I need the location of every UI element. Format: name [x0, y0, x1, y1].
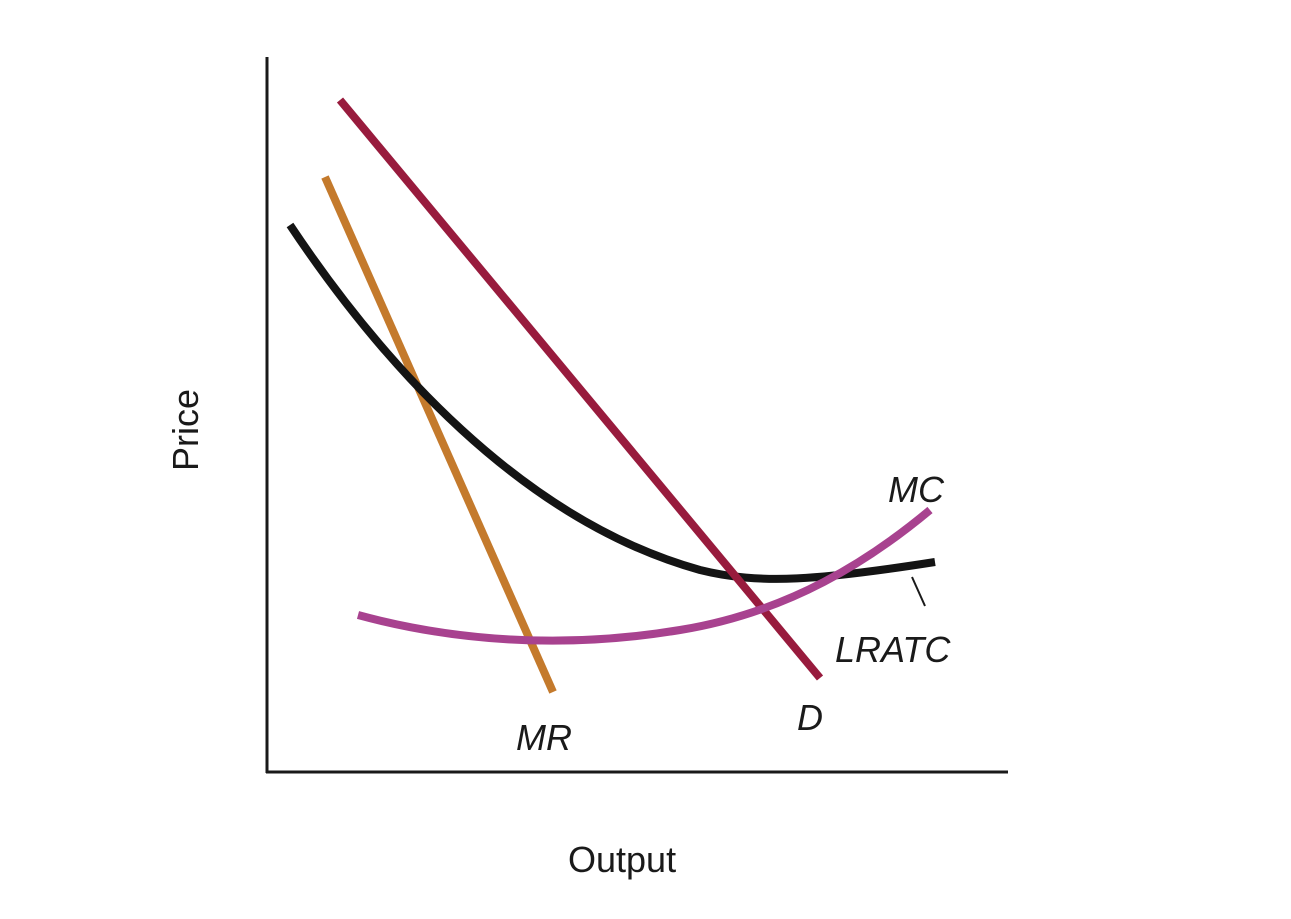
mc-curve [356, 506, 933, 645]
lratc-label: LRATC [835, 629, 951, 670]
mc-label: MC [888, 469, 945, 510]
demand-curve [336, 97, 824, 681]
mr-label: MR [516, 717, 572, 758]
y-axis-label: Price [165, 389, 206, 471]
x-axis-label: Output [568, 839, 676, 880]
mr-curve [321, 175, 557, 694]
lratc-curve [286, 222, 936, 583]
demand-label: D [797, 697, 823, 738]
lratc-pointer [911, 576, 926, 607]
